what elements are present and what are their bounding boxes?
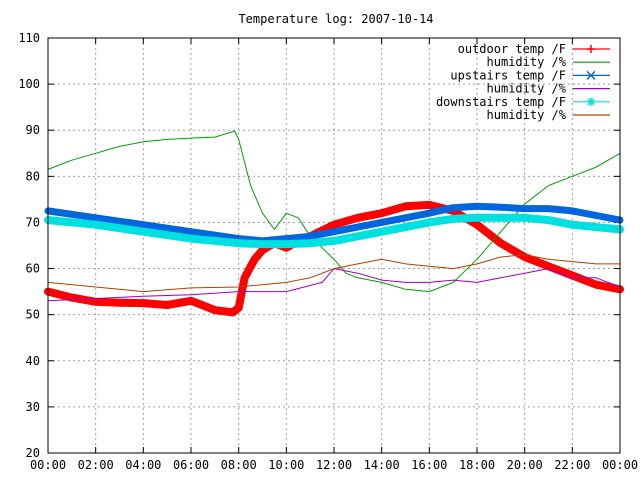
x-tick-label: 10:00 <box>268 458 304 472</box>
legend-label-1: humidity /% <box>487 55 567 69</box>
legend-marker-cross <box>586 70 596 80</box>
series-line-1 <box>47 130 621 293</box>
y-tick-label: 70 <box>26 215 40 229</box>
x-tick-label: 06:00 <box>173 458 209 472</box>
y-tick-label: 90 <box>26 123 40 137</box>
x-tick-label: 12:00 <box>316 458 352 472</box>
x-tick-label: 20:00 <box>507 458 543 472</box>
x-tick-label: 00:00 <box>602 458 638 472</box>
x-tick-label: 08:00 <box>221 458 257 472</box>
x-axis-ticks: 00:00 02:00 04:00 06:00 08:00 10:00 12:00 14:00… <box>30 38 638 472</box>
series-line-5 <box>47 254 621 293</box>
series-line-4 <box>44 213 624 249</box>
legend-label-3: humidity /% <box>487 82 567 96</box>
legend-label-2: upstairs temp /F <box>450 68 566 82</box>
x-tick-label: 00:00 <box>30 458 66 472</box>
legend-marker-plus <box>587 45 595 53</box>
x-tick-label: 16:00 <box>411 458 447 472</box>
x-tick-label: 14:00 <box>364 458 400 472</box>
x-tick-label: 18:00 <box>459 458 495 472</box>
series-line-2 <box>44 202 624 245</box>
y-tick-label: 20 <box>26 446 40 460</box>
legend-label-5: humidity /% <box>487 108 567 122</box>
legend-marker-star <box>587 97 595 106</box>
legend-label-4: downstairs temp /F <box>436 95 566 109</box>
x-tick-label: 04:00 <box>125 458 161 472</box>
y-tick-label: 30 <box>26 400 40 414</box>
plot-frame <box>47 37 621 454</box>
y-tick-label: 110 <box>18 31 40 45</box>
chart-title: Temperature log: 2007-10-14 <box>238 12 433 26</box>
y-tick-label: 100 <box>18 77 40 91</box>
series-line-3 <box>47 268 621 302</box>
x-tick-label: 02:00 <box>78 458 114 472</box>
y-tick-label: 80 <box>26 169 40 183</box>
series-layer <box>44 130 624 317</box>
legend-label-0: outdoor temp /F <box>458 42 566 56</box>
y-tick-label: 60 <box>26 262 40 276</box>
x-tick-label: 22:00 <box>554 458 590 472</box>
y-tick-label: 50 <box>26 308 40 322</box>
y-tick-label: 40 <box>26 354 40 368</box>
